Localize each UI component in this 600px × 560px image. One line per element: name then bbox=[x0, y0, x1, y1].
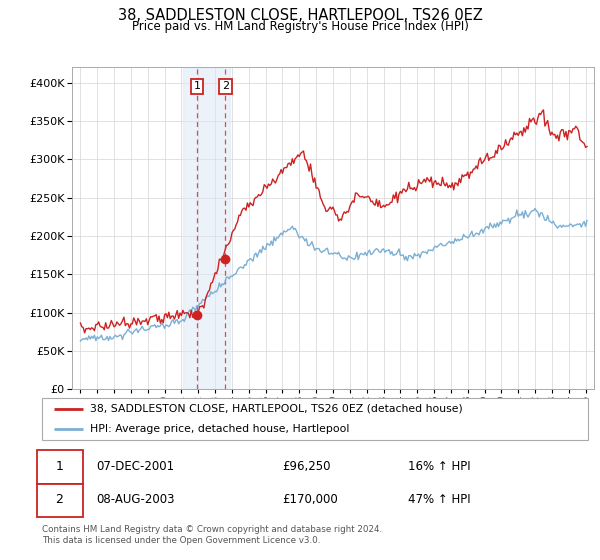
Text: 16% ↑ HPI: 16% ↑ HPI bbox=[408, 460, 470, 473]
Text: 38, SADDLESTON CLOSE, HARTLEPOOL, TS26 0EZ: 38, SADDLESTON CLOSE, HARTLEPOOL, TS26 0… bbox=[118, 8, 482, 24]
Text: 08-AUG-2003: 08-AUG-2003 bbox=[97, 493, 175, 506]
Bar bbox=[184, 67, 230, 389]
Text: 47% ↑ HPI: 47% ↑ HPI bbox=[408, 493, 470, 506]
Text: HPI: Average price, detached house, Hartlepool: HPI: Average price, detached house, Hart… bbox=[90, 424, 349, 434]
Text: £96,250: £96,250 bbox=[282, 460, 331, 473]
FancyBboxPatch shape bbox=[37, 484, 83, 517]
Text: £170,000: £170,000 bbox=[282, 493, 338, 506]
Text: 1: 1 bbox=[193, 81, 200, 91]
Text: 07-DEC-2001: 07-DEC-2001 bbox=[97, 460, 175, 473]
Text: 2: 2 bbox=[56, 493, 64, 506]
Text: 1: 1 bbox=[56, 460, 64, 473]
Text: Contains HM Land Registry data © Crown copyright and database right 2024.
This d: Contains HM Land Registry data © Crown c… bbox=[42, 525, 382, 545]
FancyBboxPatch shape bbox=[37, 450, 83, 484]
Text: 2: 2 bbox=[221, 81, 229, 91]
FancyBboxPatch shape bbox=[42, 398, 588, 440]
Text: Price paid vs. HM Land Registry's House Price Index (HPI): Price paid vs. HM Land Registry's House … bbox=[131, 20, 469, 32]
Text: 38, SADDLESTON CLOSE, HARTLEPOOL, TS26 0EZ (detached house): 38, SADDLESTON CLOSE, HARTLEPOOL, TS26 0… bbox=[90, 404, 463, 414]
